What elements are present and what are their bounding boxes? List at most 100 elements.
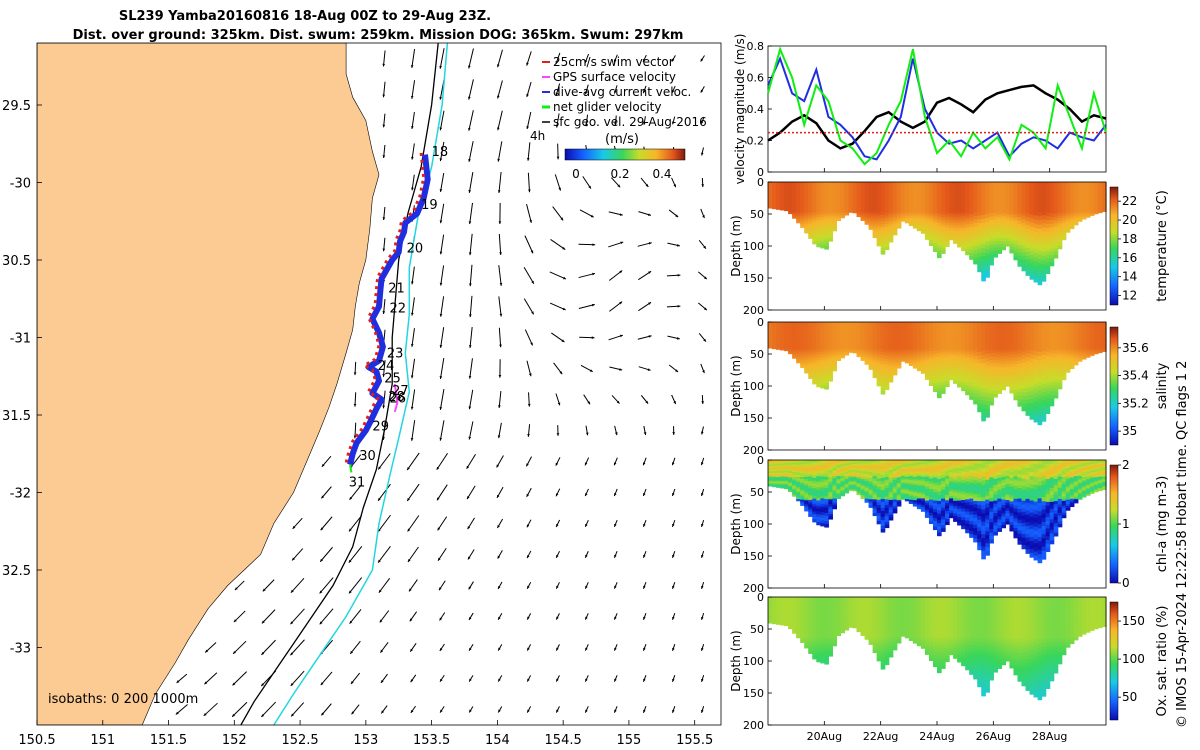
salinity-section-cell-3-19: [780, 344, 785, 346]
chlorophyll-section-cell-7-6: [796, 470, 801, 473]
salinity-section-ylabel: Depth (m): [729, 355, 743, 416]
salinity-section-cell-80-4: [1089, 327, 1095, 330]
salinity-section-cell-24-23: [864, 362, 870, 365]
salinity-section-cell-63-14: [1021, 373, 1027, 379]
temperature-section-cell-24-15: [864, 208, 870, 211]
salinity-section-cell-1-8: [772, 330, 777, 333]
salinity-section-cell-48-23: [961, 387, 966, 392]
temperature-section-cell-79-1: [1085, 183, 1091, 186]
geo-vector-head-182: [614, 493, 617, 497]
temperature-section-cell-1-21: [772, 205, 777, 207]
temperature-section-cell-40-13: [928, 216, 934, 220]
salinity-section-cell-0-17: [768, 340, 773, 343]
salinity-section-cell-40-5: [928, 335, 934, 339]
temperature-section-cell-16-5: [832, 192, 837, 195]
temperature-section-cell-20-13: [848, 198, 854, 201]
temperature-section-cell-28-22: [880, 247, 886, 252]
salinity-section-cell-53-15: [981, 383, 986, 389]
geo-vector-head-303: [643, 709, 646, 713]
geo-vector-head-227: [556, 585, 559, 589]
temperature-section-cell-25-7: [868, 195, 874, 199]
salinity-section-cell-67-8: [1037, 356, 1043, 362]
temperature-section-cell-71-15: [1053, 229, 1059, 234]
salinity-section-cell-77-9: [1077, 336, 1083, 339]
salinity-section-cell-75-11: [1069, 343, 1075, 346]
temperature-section-cell-1-17: [772, 200, 777, 203]
chlorophyll-section-cell-0-7: [768, 467, 773, 470]
salinity-section-cell-60-2: [1009, 327, 1015, 332]
temperature-section-cell-73-8: [1061, 201, 1067, 205]
salinity-section-cell-12-5: [816, 335, 821, 339]
salinity-section-cell-53-7: [981, 350, 986, 356]
salinity-section-cell-6-23: [792, 356, 797, 359]
temperature-section-cell-0-4: [768, 186, 773, 188]
temperature-section-cell-25-22: [868, 225, 874, 228]
temperature-section-cell-24-13: [864, 204, 870, 208]
geo-vector-head-1: [410, 65, 414, 68]
salinity-section-cell-66-21: [1033, 409, 1039, 415]
salinity-section-cell-59-9: [1005, 346, 1011, 350]
salinity-section-cell-21-10: [852, 334, 858, 337]
salinity-section-cell-54-16: [985, 385, 990, 390]
salinity-section-cell-49-21: [965, 385, 970, 390]
salinity-section-cell-43-22: [941, 387, 946, 391]
chlorophyll-section-cell-5-21: [788, 487, 793, 490]
temperature-section-cell-22-14: [856, 202, 862, 205]
temperature-section-cell-57-9: [997, 208, 1002, 213]
temperature-section-cell-2-23: [776, 208, 781, 210]
salinity-section-cell-28-12: [880, 357, 886, 362]
salinity-section-cell-14-23: [824, 386, 829, 390]
salinity-section-cell-4-5: [784, 327, 789, 330]
salinity-section-cell-35-19: [908, 356, 914, 359]
salinity-section-cell-55-17: [989, 380, 994, 385]
temperature-section-cell-33-0: [900, 182, 906, 185]
salinity-section-cell-82-3: [1097, 325, 1103, 328]
temperature-section-cell-24-8: [864, 196, 870, 199]
salinity-section-cell-31-0: [892, 322, 898, 325]
salinity-section-cell-48-21: [961, 382, 966, 386]
salinity-section-cell-54-9: [985, 357, 990, 363]
salinity-section-cell-30-9: [888, 344, 894, 348]
salinity-section-cell-11-17: [812, 365, 817, 369]
salinity-section-cell-25-21: [868, 363, 874, 366]
salinity-section-cell-17-19: [836, 352, 842, 355]
salinity-section-cell-60-6: [1009, 339, 1015, 344]
salinity-section-cell-63-22: [1021, 403, 1027, 408]
geo-vector-218: [290, 577, 305, 594]
salinity-section-cell-14-14: [824, 361, 829, 365]
salinity-section-cell-28-19: [880, 378, 886, 383]
temperature-section-cell-3-8: [780, 191, 785, 194]
temperature-section-cell-9-11: [804, 205, 809, 209]
salinity-section-cell-41-3: [932, 330, 938, 335]
salinity-section-cell-60-20: [1009, 381, 1015, 385]
chlorophyll-section-cell-5-20: [788, 486, 793, 489]
salinity-section-cell-24-20: [864, 357, 870, 360]
temperature-section-cell-51-19: [973, 246, 978, 251]
temperature-section-cell-58-12: [1001, 215, 1006, 220]
salinity-section-cell-45-7: [949, 338, 954, 342]
salinity-section-cell-81-2: [1093, 324, 1099, 327]
salinity-section-cell-74-19: [1065, 361, 1071, 365]
salinity-section-cell-6-15: [792, 344, 797, 347]
temperature-section-cell-24-18: [864, 213, 870, 216]
temperature-section-cell-33-18: [900, 211, 906, 214]
temperature-section-cell-28-15: [880, 226, 886, 231]
temperature-section-cell-47-0: [957, 182, 962, 186]
temperature-section-cell-20-12: [848, 197, 854, 199]
salinity-section-cell-80-15: [1089, 342, 1095, 345]
temperature-section-cell-23-9: [860, 196, 866, 199]
salinity-section-cell-80-23: [1089, 353, 1095, 356]
temperature-section-cell-19-8: [844, 192, 850, 195]
salinity-section-cell-59-23: [1005, 383, 1011, 387]
chlorophyll-section-cell-2-4: [776, 464, 781, 467]
salinity-section-cell-28-4: [880, 333, 886, 338]
temperature-section-cell-11-22: [812, 238, 817, 242]
salinity-section-cell-77-13: [1077, 343, 1083, 346]
salinity-section-cell-7-20: [796, 355, 801, 359]
geo-vector-147: [411, 420, 416, 441]
temperature-section-cell-17-11: [836, 199, 842, 202]
geo-vector-head-80: [648, 242, 652, 245]
salinity-section-cell-14-15: [824, 363, 829, 368]
temperature-section-cell-83-15: [1101, 200, 1107, 203]
temperature-section-cell-70-19: [1049, 248, 1055, 253]
